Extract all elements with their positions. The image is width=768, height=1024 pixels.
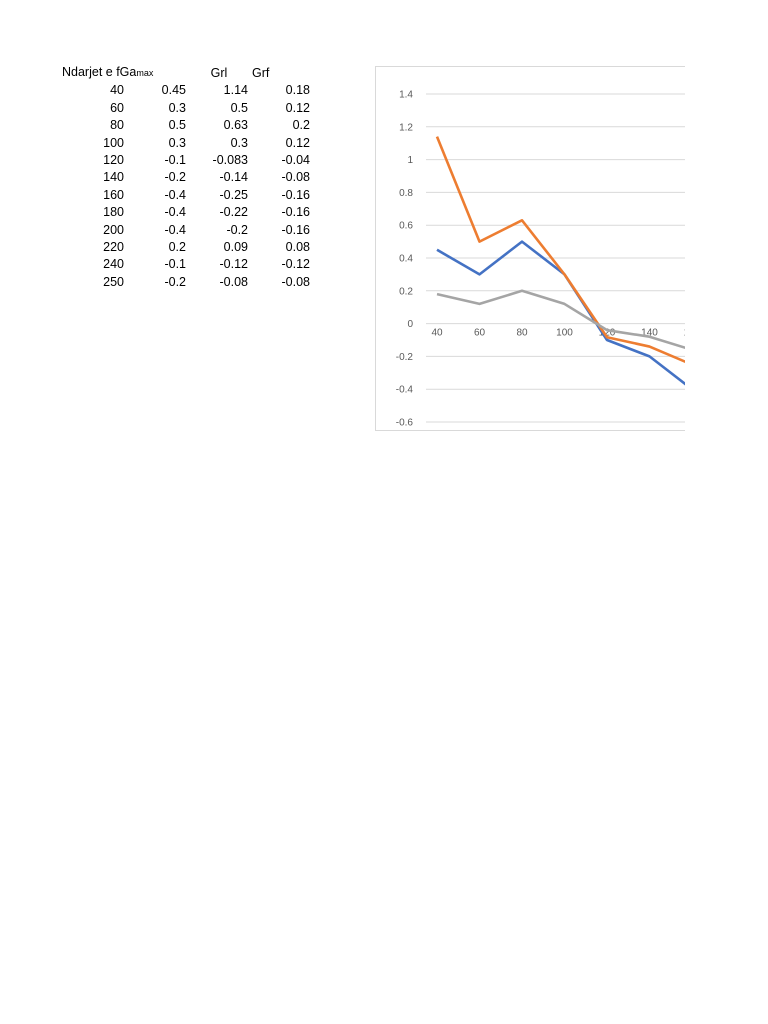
table-cell: -0.08: [281, 274, 311, 289]
table-cell: -0.08: [281, 170, 311, 185]
header-ndarjet-main: Ndarjet e fGa: [62, 65, 137, 79]
header-ndarjet-sub: max: [136, 68, 154, 78]
table-row: 250 -0.2 -0.08 -0.08: [60, 274, 312, 291]
table-cell: 120: [103, 153, 124, 168]
x-tick-label: 40: [431, 328, 443, 339]
table-cell: -0.08: [219, 274, 249, 289]
table-cell: 0.3: [168, 135, 186, 150]
table-cell: -0.4: [164, 222, 186, 237]
table-cell: 0.2: [292, 118, 310, 133]
table-cell: 0.45: [161, 83, 186, 98]
x-tick-label: 80: [516, 328, 528, 339]
x-tick-label: 60: [474, 328, 486, 339]
table-row: 60 0.3 0.5 0.12: [60, 100, 312, 117]
table-cell: -0.16: [281, 205, 311, 220]
table-cell: 0.2: [168, 240, 186, 255]
table-cell: 180: [103, 205, 124, 220]
y-tick-label: -0.6: [396, 418, 414, 429]
y-tick-label: -0.2: [396, 352, 414, 363]
table-cell: 80: [110, 118, 124, 133]
table-cell: 0.18: [285, 83, 310, 98]
series-line-1: [436, 240, 685, 386]
table-row: 200 -0.4 -0.2 -0.16: [60, 222, 312, 239]
x-tick-label: 140: [641, 328, 658, 339]
table-cell: -0.22: [219, 205, 249, 220]
table-cell: 0.5: [230, 100, 248, 115]
table-cell: 40: [110, 83, 124, 98]
y-tick-label: 1.4: [399, 90, 413, 101]
table-row: 40 0.45 1.14 0.18: [60, 82, 312, 99]
table-row: 100 0.3 0.3 0.12: [60, 135, 312, 152]
table-cell: 140: [103, 170, 124, 185]
table-cell: -0.25: [219, 187, 249, 202]
table-cell: -0.12: [281, 257, 311, 272]
table-cell: -0.1: [164, 153, 186, 168]
line-chart: 1.4 1.2 1 0.8 0.6 0.4 0.2 0 -0.2 -0.4 -0.6 40 60 80 10…: [396, 90, 685, 429]
table-row: 220 0.2 0.09 0.08: [60, 239, 312, 256]
table-cell: 0.3: [168, 100, 186, 115]
table-row: 120 -0.1 -0.083 -0.04: [60, 152, 312, 169]
table-cell: -0.14: [219, 170, 249, 185]
table-header-row: Ndarjet e fGamax Grl Grf: [60, 64, 312, 82]
table-cell: -0.4: [164, 187, 186, 202]
table-cell: -0.16: [281, 222, 311, 237]
table-cell: -0.12: [219, 257, 249, 272]
y-tick-label: 0.8: [399, 188, 413, 199]
table-cell: 200: [103, 222, 124, 237]
table-cell: 0.08: [285, 240, 310, 255]
table-cell: -0.2: [164, 170, 186, 185]
table-cell: 0.5: [168, 118, 186, 133]
header-ndarjet: Ndarjet e fGamax: [60, 64, 188, 82]
y-tick-label: 0.6: [399, 221, 413, 232]
table-cell: -0.2: [164, 274, 186, 289]
table-cell: 0.12: [285, 100, 310, 115]
table-cell: -0.04: [281, 153, 311, 168]
table-row: 140 -0.2 -0.14 -0.08: [60, 169, 312, 186]
chart-area: 1.4 1.2 1 0.8 0.6 0.4 0.2 0 -0.2 -0.4 -0.6 40 60 80 10…: [375, 66, 685, 431]
y-tick-label: 1.2: [399, 122, 413, 133]
series-line-3: [436, 289, 685, 350]
table-row: 160 -0.4 -0.25 -0.16: [60, 187, 312, 204]
table-cell: 250: [103, 274, 124, 289]
table-cell: 160: [103, 187, 124, 202]
header-grf: Grf: [252, 65, 270, 80]
table-row: 180 -0.4 -0.22 -0.16: [60, 204, 312, 221]
y-tick-label: 0.4: [399, 254, 413, 265]
table-cell: 0.12: [285, 135, 310, 150]
table-cell: 240: [103, 257, 124, 272]
series-line-2: [435, 136, 685, 364]
table-cell: -0.083: [212, 153, 248, 168]
table-cell: -0.4: [164, 205, 186, 220]
x-tick-label: 160: [684, 328, 685, 339]
x-tick-label: 100: [556, 328, 573, 339]
table-cell: -0.1: [164, 257, 186, 272]
table-cell: 0.09: [223, 240, 248, 255]
table-cell: 1.14: [223, 83, 248, 98]
y-tick-label: 1: [407, 155, 413, 166]
table-row: 80 0.5 0.63 0.2: [60, 117, 312, 134]
y-tick-label: 0: [407, 319, 413, 330]
x-tick-label: 120: [599, 328, 616, 339]
table-cell: 0.3: [230, 135, 248, 150]
y-tick-label: 0.2: [399, 286, 413, 297]
table-cell: -0.2: [226, 222, 248, 237]
table-cell: 100: [103, 135, 124, 150]
data-table: Ndarjet e fGamax Grl Grf 40 0.45 1.14 0.18 6…: [60, 64, 312, 291]
table-cell: 220: [103, 240, 124, 255]
header-grl: Grl: [210, 65, 228, 80]
table-cell: 0.63: [223, 118, 248, 133]
table-cell: -0.16: [281, 187, 311, 202]
table-cell: 60: [110, 100, 124, 115]
table-row: 240 -0.1 -0.12 -0.12: [60, 256, 312, 273]
y-tick-label: -0.4: [396, 385, 414, 396]
